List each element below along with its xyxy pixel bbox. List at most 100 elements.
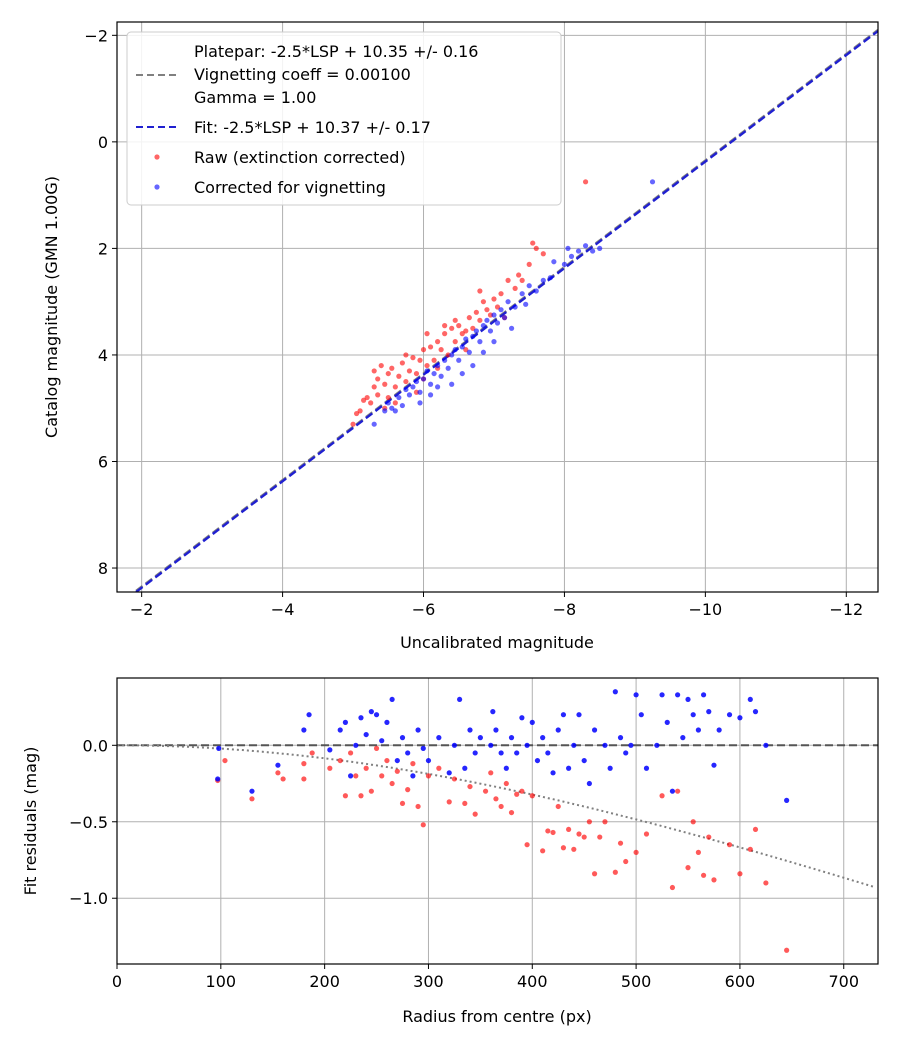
- corrected-point: [431, 370, 437, 377]
- raw-point: [361, 397, 367, 403]
- corrected-residual-point: [612, 689, 618, 695]
- corrected-point: [435, 384, 441, 390]
- corrected-residual-point: [700, 692, 707, 698]
- corrected-residual-point: [327, 747, 333, 753]
- fit-line-fit: [134, 30, 878, 592]
- raw-residual-point: [462, 800, 468, 807]
- corrected-residual-point: [633, 692, 639, 698]
- legend-vignetting-label: Vignetting coeff = 0.00100: [194, 65, 411, 84]
- corrected-point: [420, 376, 427, 382]
- corrected-residual-point: [566, 765, 572, 771]
- data-points: [350, 179, 656, 427]
- legend-fit-label: Fit: -2.5*LSP + 10.37 +/- 0.17: [194, 118, 431, 137]
- corrected-point: [498, 307, 504, 313]
- raw-residual-point: [327, 765, 333, 771]
- raw-point: [410, 355, 416, 361]
- corrected-point: [456, 357, 462, 363]
- raw-residual-point: [612, 869, 618, 875]
- corrected-point: [442, 357, 448, 363]
- corrected-point: [519, 291, 525, 297]
- corrected-point: [547, 275, 553, 281]
- raw-residual-point: [529, 793, 535, 799]
- corrected-residual-point: [623, 750, 629, 756]
- corrected-residual-point: [467, 727, 473, 733]
- y-tick-label: 6: [98, 452, 108, 471]
- corrected-residual-point: [405, 750, 411, 756]
- x-tick-label: −8: [553, 600, 577, 619]
- legend-platepar-label: Platepar: -2.5*LSP + 10.35 +/- 0.16: [194, 42, 478, 61]
- raw-point: [505, 277, 511, 283]
- raw-point: [413, 370, 420, 377]
- plot-frame: [116, 21, 879, 593]
- raw-point: [431, 357, 437, 363]
- corrected-residual-point: [716, 727, 722, 733]
- x-tick-label: 600: [725, 972, 756, 991]
- corrected-point: [508, 325, 515, 331]
- raw-residual-point: [493, 796, 499, 802]
- corrected-point: [491, 339, 497, 345]
- corrected-point: [470, 362, 476, 369]
- corrected-residual-point: [581, 757, 587, 764]
- corrected-point: [565, 245, 571, 252]
- raw-residual-point: [472, 811, 478, 817]
- raw-point: [452, 317, 458, 323]
- raw-point: [512, 285, 518, 291]
- y-axis-label: Fit residuals (mag): [21, 747, 40, 896]
- raw-residual-point: [659, 793, 665, 799]
- corrected-residual-point: [737, 715, 743, 721]
- corrected-point: [470, 333, 476, 339]
- raw-point: [491, 296, 497, 302]
- y-axis-label: Catalog magnitude (GMN 1.00G): [42, 176, 61, 438]
- raw-point: [473, 309, 479, 315]
- corrected-residual-point: [306, 712, 312, 718]
- raw-residual-point: [747, 846, 753, 852]
- corrected-residual-point: [451, 742, 458, 748]
- raw-point: [350, 421, 356, 427]
- corrected-residual-point: [477, 735, 483, 741]
- raw-point: [375, 392, 381, 398]
- raw-point: [442, 323, 448, 329]
- raw-residual-point: [415, 803, 421, 810]
- raw-point: [424, 331, 430, 337]
- corrected-residual-point: [384, 719, 390, 725]
- x-tick-label: 500: [621, 972, 652, 991]
- data-points: [215, 689, 790, 953]
- corrected-point: [480, 323, 487, 329]
- corrected-residual-point: [529, 719, 535, 725]
- raw-point: [392, 384, 398, 390]
- corrected-point: [403, 386, 409, 393]
- raw-residual-point: [784, 947, 790, 953]
- raw-residual-point: [685, 865, 691, 871]
- legend-corrected-label: Corrected for vignetting: [194, 178, 386, 197]
- raw-point: [389, 365, 395, 371]
- raw-point: [403, 352, 409, 358]
- y-tick-label: −0.5: [69, 813, 108, 832]
- corrected-point: [540, 277, 546, 283]
- corrected-residual-point: [353, 742, 359, 748]
- corrected-point: [424, 368, 430, 374]
- raw-point: [526, 261, 532, 267]
- y-tick-label: −2: [84, 26, 108, 45]
- raw-residual-point: [763, 880, 769, 886]
- corrected-point: [382, 408, 388, 414]
- corrected-residual-point: [457, 696, 463, 703]
- raw-point: [403, 378, 409, 385]
- corrected-point: [551, 259, 557, 265]
- raw-residual-point: [726, 842, 733, 848]
- raw-residual-point: [540, 848, 546, 854]
- x-tick-label: −4: [271, 600, 295, 619]
- raw-point: [540, 251, 546, 257]
- raw-residual-point: [379, 773, 385, 779]
- raw-residual-point: [524, 842, 530, 848]
- raw-residual-point: [643, 831, 650, 837]
- raw-residual-point: [436, 765, 442, 771]
- corrected-residual-point: [560, 712, 567, 718]
- plot-frame: [116, 677, 879, 965]
- raw-residual-point: [617, 840, 624, 846]
- y-tick-label: 8: [98, 559, 108, 578]
- raw-point: [463, 347, 469, 353]
- raw-residual-point: [309, 750, 315, 756]
- corrected-point: [452, 347, 458, 353]
- fit-lines: [132, 29, 878, 592]
- raw-residual-point: [275, 770, 281, 776]
